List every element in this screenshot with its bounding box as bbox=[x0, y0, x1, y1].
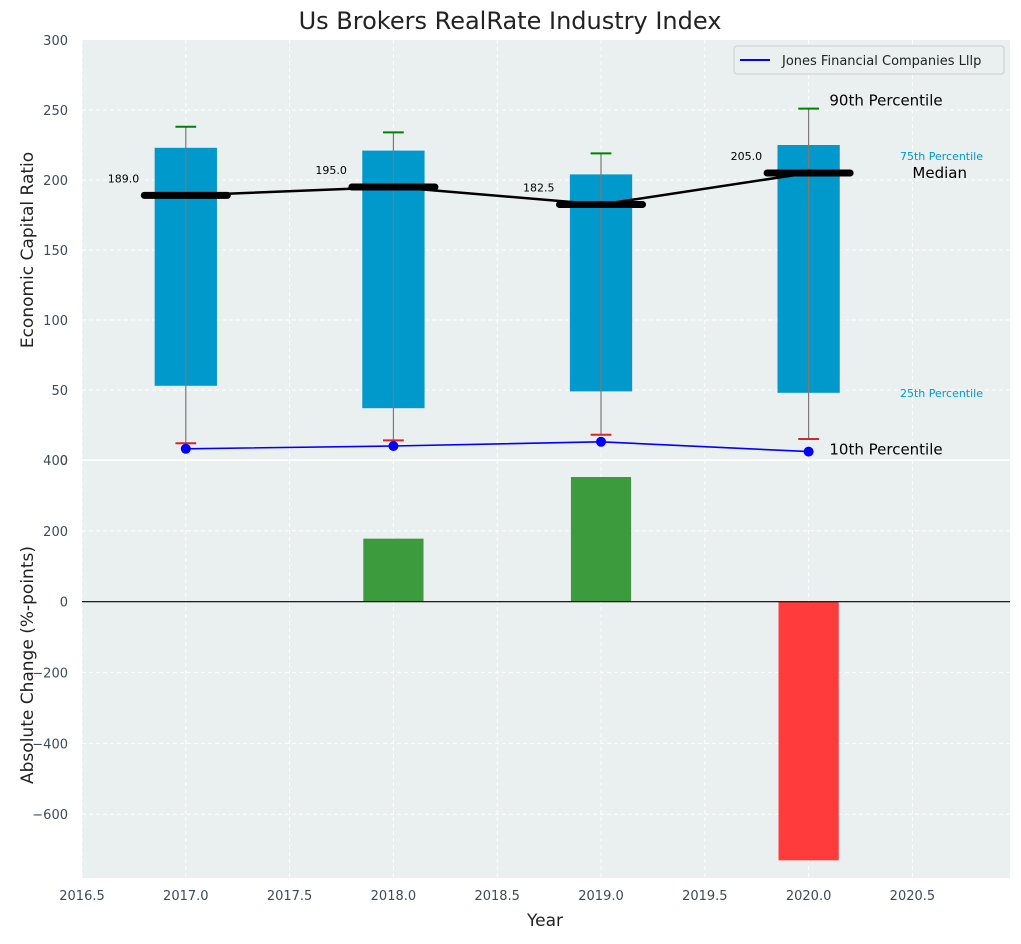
y-tick-label-top: 50 bbox=[51, 384, 68, 399]
y-tick-label-top: 0 bbox=[60, 454, 68, 469]
x-tick-label: 2019.5 bbox=[682, 889, 728, 904]
y-tick-label-bottom: −200 bbox=[32, 667, 68, 682]
median-value-label: 205.0 bbox=[731, 150, 763, 163]
company-point bbox=[180, 443, 191, 454]
median-value-label: 195.0 bbox=[315, 164, 347, 177]
p90-annotation: 90th Percentile bbox=[829, 92, 942, 110]
x-tick-label: 2017.0 bbox=[163, 889, 209, 904]
company-point bbox=[388, 441, 399, 451]
plot-area-bottom bbox=[82, 461, 1010, 878]
legend-box bbox=[733, 45, 1005, 75]
x-tick-label: 2018.0 bbox=[371, 889, 417, 904]
y-tick-label-bottom: 400 bbox=[43, 454, 68, 469]
y-tick-label-top: 300 bbox=[43, 34, 68, 49]
median-trend-line bbox=[185, 171, 809, 206]
y-tick-label-bottom: 200 bbox=[43, 525, 68, 540]
median-annotation: Median bbox=[912, 164, 967, 182]
company-line bbox=[185, 440, 809, 453]
y-axis-label-top: Economic Capital Ratio bbox=[18, 152, 38, 348]
chart-layer: 2016.5 2017.0 2017.5 2018.0 2018.5 2019.0 2019… bbox=[32, 34, 1010, 904]
p25-annotation: 25th Percentile bbox=[900, 387, 983, 400]
median-value-label: 182.5 bbox=[523, 182, 555, 195]
x-tick-label: 2017.5 bbox=[267, 889, 313, 904]
y-tick-label-top: 150 bbox=[43, 244, 68, 259]
y-tick-label-top: 200 bbox=[43, 174, 68, 189]
x-axis-label: Year bbox=[526, 911, 563, 931]
x-tick-label: 2020.5 bbox=[890, 889, 936, 904]
y-tick-label-bottom: −400 bbox=[32, 737, 68, 752]
change-bar bbox=[778, 601, 839, 861]
x-tick-label: 2016.5 bbox=[59, 889, 105, 904]
y-tick-label-bottom: 0 bbox=[60, 596, 68, 611]
company-point bbox=[803, 446, 814, 457]
change-bar bbox=[363, 538, 424, 602]
y-tick-label-top: 100 bbox=[43, 314, 68, 329]
legend-label: Jones Financial Companies Lllp bbox=[781, 54, 981, 69]
p75-annotation: 75th Percentile bbox=[900, 150, 983, 163]
x-tick-label: 2018.5 bbox=[474, 889, 520, 904]
y-tick-label-bottom: −600 bbox=[32, 808, 68, 823]
x-tick-label: 2020.0 bbox=[786, 889, 832, 904]
y-tick-label-top: 250 bbox=[43, 104, 68, 119]
company-point bbox=[596, 436, 607, 447]
p10-annotation: 10th Percentile bbox=[829, 441, 942, 459]
chart-title: Us Brokers RealRate Industry Index bbox=[299, 7, 722, 35]
y-axis-label-bottom: Absolute Change (%-points) bbox=[18, 546, 38, 784]
x-tick-label: 2019.0 bbox=[578, 889, 624, 904]
median-value-label: 189.0 bbox=[108, 172, 140, 185]
change-bar bbox=[570, 477, 632, 602]
